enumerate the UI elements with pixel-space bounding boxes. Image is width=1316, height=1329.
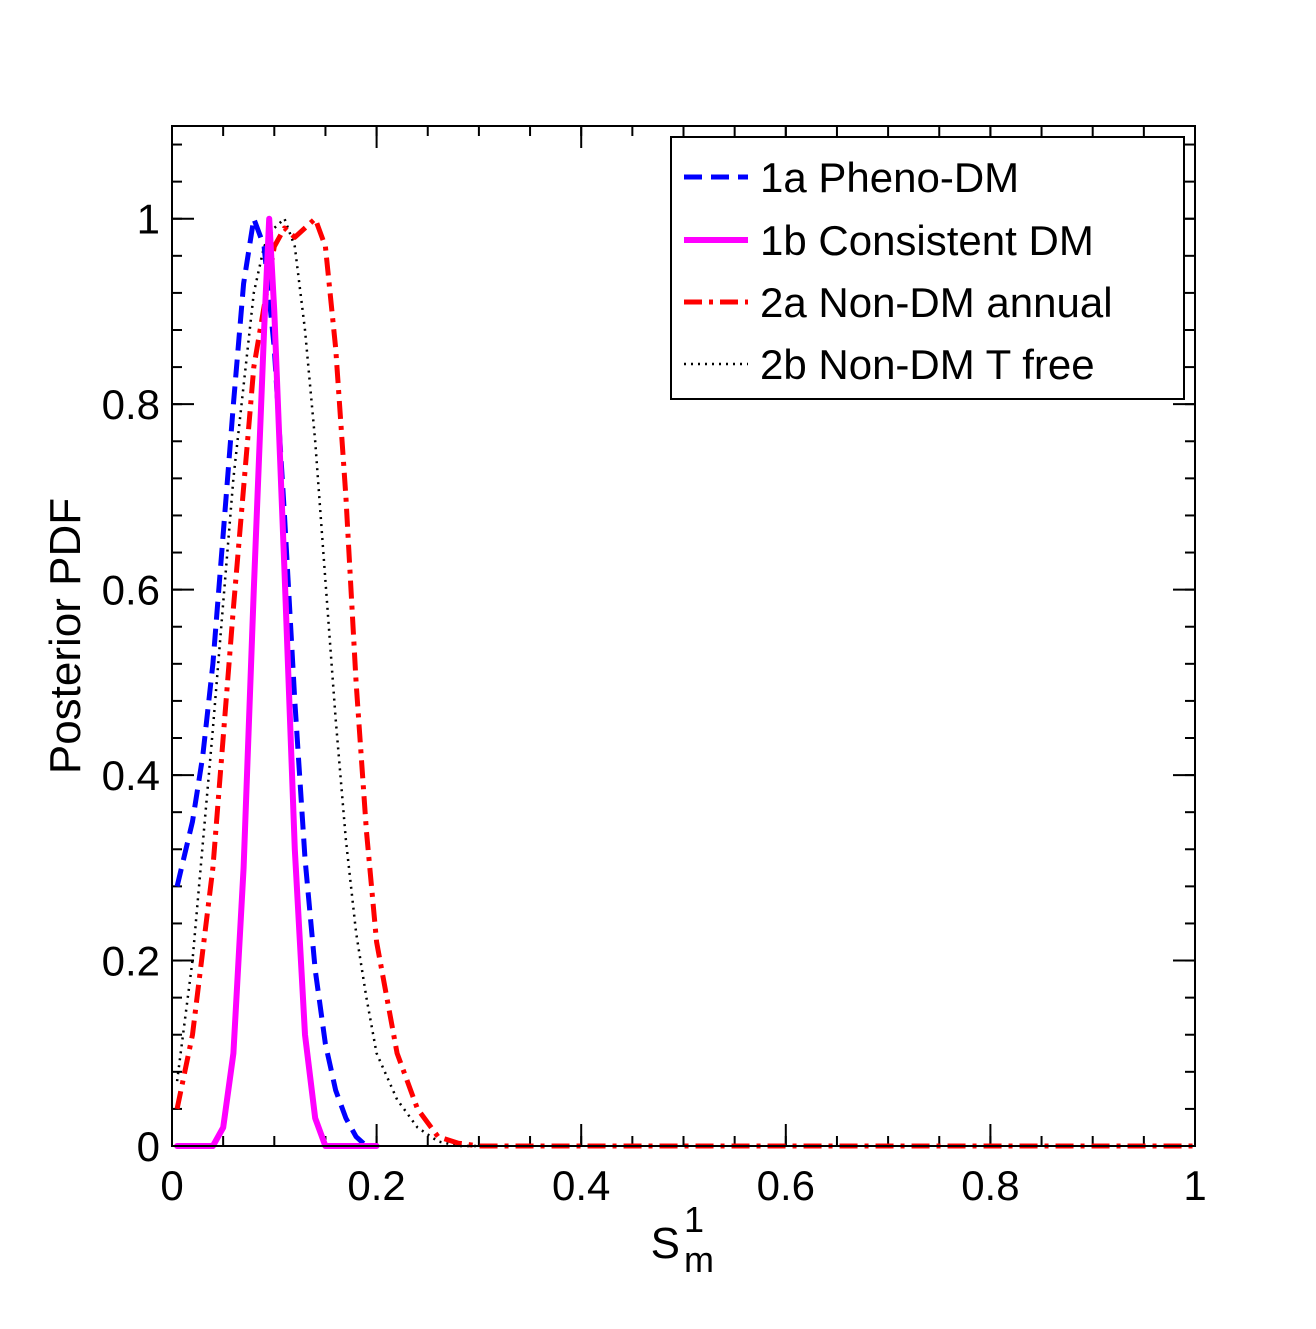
y-tick-label: 0.6 (102, 567, 160, 614)
series-line-1b-consistent-dm (174, 215, 380, 1149)
y-tick-label: 0.4 (102, 752, 160, 799)
x-tick-label: 0.6 (757, 1162, 815, 1209)
y-axis-title: Posterior PDF (41, 498, 90, 774)
legend-label: 2a Non-DM annual (760, 279, 1113, 326)
legend-label: 1b Consistent DM (760, 217, 1094, 264)
x-tick-label: 0.2 (347, 1162, 405, 1209)
y-tick-label: 0.2 (102, 938, 160, 985)
y-tick-labels: 0 0.2 0.4 0.6 0.8 1 (102, 196, 160, 1170)
x-axis-title-main: S (651, 1219, 680, 1268)
y-tick-label: 0.8 (102, 381, 160, 428)
x-tick-label: 1 (1183, 1162, 1206, 1209)
series-line-2b-non-dm-t-free (175, 217, 479, 1148)
plot-frame (171, 125, 1196, 1147)
x-tick-label: 0 (160, 1162, 183, 1209)
legend-label: 1a Pheno-DM (760, 154, 1019, 201)
series-line-1a-pheno-dm (174, 216, 369, 1148)
x-tick-label: 0.8 (961, 1162, 1019, 1209)
y-tick-label: 0 (137, 1123, 160, 1170)
x-axis-title-superscript: 1 (684, 1199, 704, 1240)
x-tick-label: 0.4 (552, 1162, 610, 1209)
legend-box (670, 136, 1185, 400)
legend-label: 2b Non-DM T free (760, 341, 1095, 388)
y-tick-label: 1 (137, 196, 160, 243)
legend: 1a Pheno-DM 1b Consistent DM 2a Non-DM ann… (670, 136, 1185, 400)
x-tick-labels: 0 0.2 0.4 0.6 0.8 1 (160, 1162, 1206, 1209)
x-axis-title: S 1 m (651, 1199, 714, 1280)
x-axis-title-subscript: m (684, 1239, 714, 1280)
series-layer (174, 215, 1195, 1149)
